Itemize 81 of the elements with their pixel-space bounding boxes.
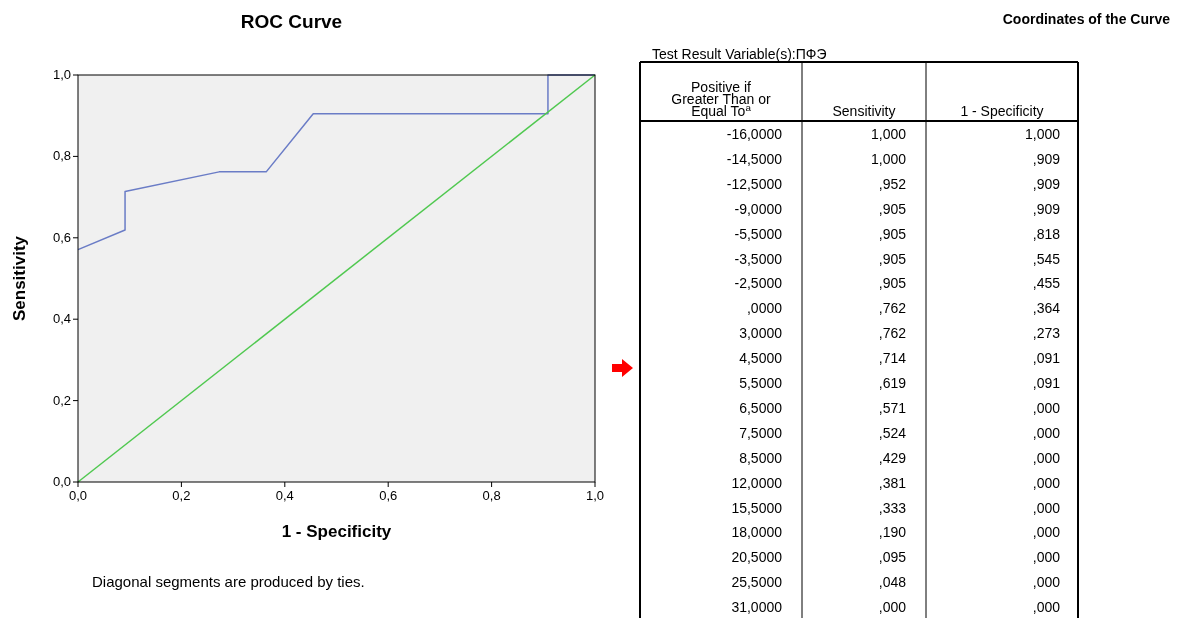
text: ,762 — [878, 325, 906, 342]
text: 31,0000 — [731, 599, 782, 616]
text: ,000 — [1032, 599, 1060, 616]
text: -2,5000 — [734, 275, 782, 292]
x-axis-title: 1 - Specificity — [281, 522, 392, 541]
text: ,909 — [1032, 200, 1060, 217]
y-axis-title: Sensitivity — [10, 235, 29, 322]
x-tick-label: 1,0 — [585, 488, 605, 503]
y-tick-label: 0,0 — [52, 474, 71, 489]
x-tick-label: 0,6 — [379, 488, 398, 503]
text: ,571 — [878, 399, 906, 416]
text: 4,5000 — [739, 350, 782, 367]
text: ,381 — [878, 474, 906, 491]
text: ,905 — [878, 200, 906, 217]
text: 5,5000 — [739, 375, 782, 391]
text: ,000 — [1032, 449, 1060, 466]
text: -3,5000 — [734, 250, 782, 267]
text: ,000 — [1032, 499, 1060, 516]
text: ,0000 — [746, 300, 782, 317]
text: ,273 — [1032, 325, 1060, 342]
text: ,000 — [1032, 399, 1060, 416]
text: 1,000 — [1024, 126, 1060, 142]
text: ,619 — [878, 375, 906, 391]
text: ,952 — [878, 175, 906, 192]
text: ,545 — [1032, 250, 1060, 267]
text: ,909 — [1032, 150, 1060, 167]
text: -12,5000 — [726, 175, 782, 192]
text: ,455 — [1032, 275, 1060, 292]
text: ,091 — [1032, 350, 1060, 367]
text: ,905 — [878, 275, 906, 292]
text: 12,0000 — [731, 474, 782, 491]
category-label: Positive if Greater Than or Equal To$^{a}$ — [671, 79, 771, 119]
text: ,524 — [878, 424, 906, 441]
x-tick-label: 0,8 — [482, 488, 501, 503]
text: -16,0000 — [726, 126, 782, 142]
y-tick-label: 0,2 — [52, 392, 71, 408]
y-tick-label: 0,4 — [52, 311, 71, 327]
text: 1,000 — [870, 126, 906, 142]
text: ,714 — [878, 350, 906, 367]
text: ,091 — [1032, 375, 1060, 391]
x-tick-label: 0,2 — [172, 488, 191, 503]
text: 7,5000 — [739, 424, 782, 441]
text: -9,0000 — [734, 200, 782, 217]
y-tick-label: 0,6 — [52, 229, 71, 245]
category-label: 1 - Specificity — [960, 103, 1044, 119]
text: ,000 — [1032, 524, 1060, 541]
text: ,818 — [1032, 225, 1060, 242]
text: ,000 — [1032, 574, 1060, 591]
text: ,000 — [1032, 549, 1060, 566]
text: -14,5000 — [726, 150, 782, 167]
text: ,762 — [878, 300, 906, 317]
chart-title: ROC Curve — [240, 11, 343, 32]
x-tick-label: 0,4 — [275, 488, 294, 503]
text: 25,5000 — [731, 574, 782, 591]
text: ,000 — [1032, 424, 1060, 441]
text: ,095 — [878, 549, 906, 566]
text: ,000 — [1032, 474, 1060, 491]
text: 20,5000 — [731, 549, 782, 566]
text: ,905 — [878, 250, 906, 267]
text: 15,5000 — [731, 499, 782, 516]
category-label: Sensitivity — [832, 103, 896, 119]
text: ,333 — [878, 499, 906, 516]
text: 3,0000 — [739, 325, 782, 342]
text: ,429 — [878, 449, 906, 466]
text: 18,0000 — [731, 524, 782, 541]
text: 6,5000 — [739, 399, 782, 416]
y-tick-label: 1,0 — [52, 67, 71, 82]
text: ,000 — [878, 599, 906, 616]
text: ,364 — [1032, 300, 1060, 317]
text: ,909 — [1032, 175, 1060, 192]
text: Diagonal segments are produced by ties. — [92, 573, 365, 590]
text: 8,5000 — [739, 449, 782, 466]
text: 1,000 — [870, 150, 906, 167]
text: -5,5000 — [734, 225, 782, 242]
text: Coordinates of the Curve — [1002, 11, 1171, 27]
text: ,048 — [878, 574, 906, 591]
x-tick-label: 0,0 — [68, 488, 88, 503]
text: ,905 — [878, 225, 906, 242]
y-tick-label: 0,8 — [52, 148, 71, 164]
text: Test Result Variable(s):ПФЭ — [652, 46, 827, 62]
text: ,190 — [878, 524, 906, 541]
